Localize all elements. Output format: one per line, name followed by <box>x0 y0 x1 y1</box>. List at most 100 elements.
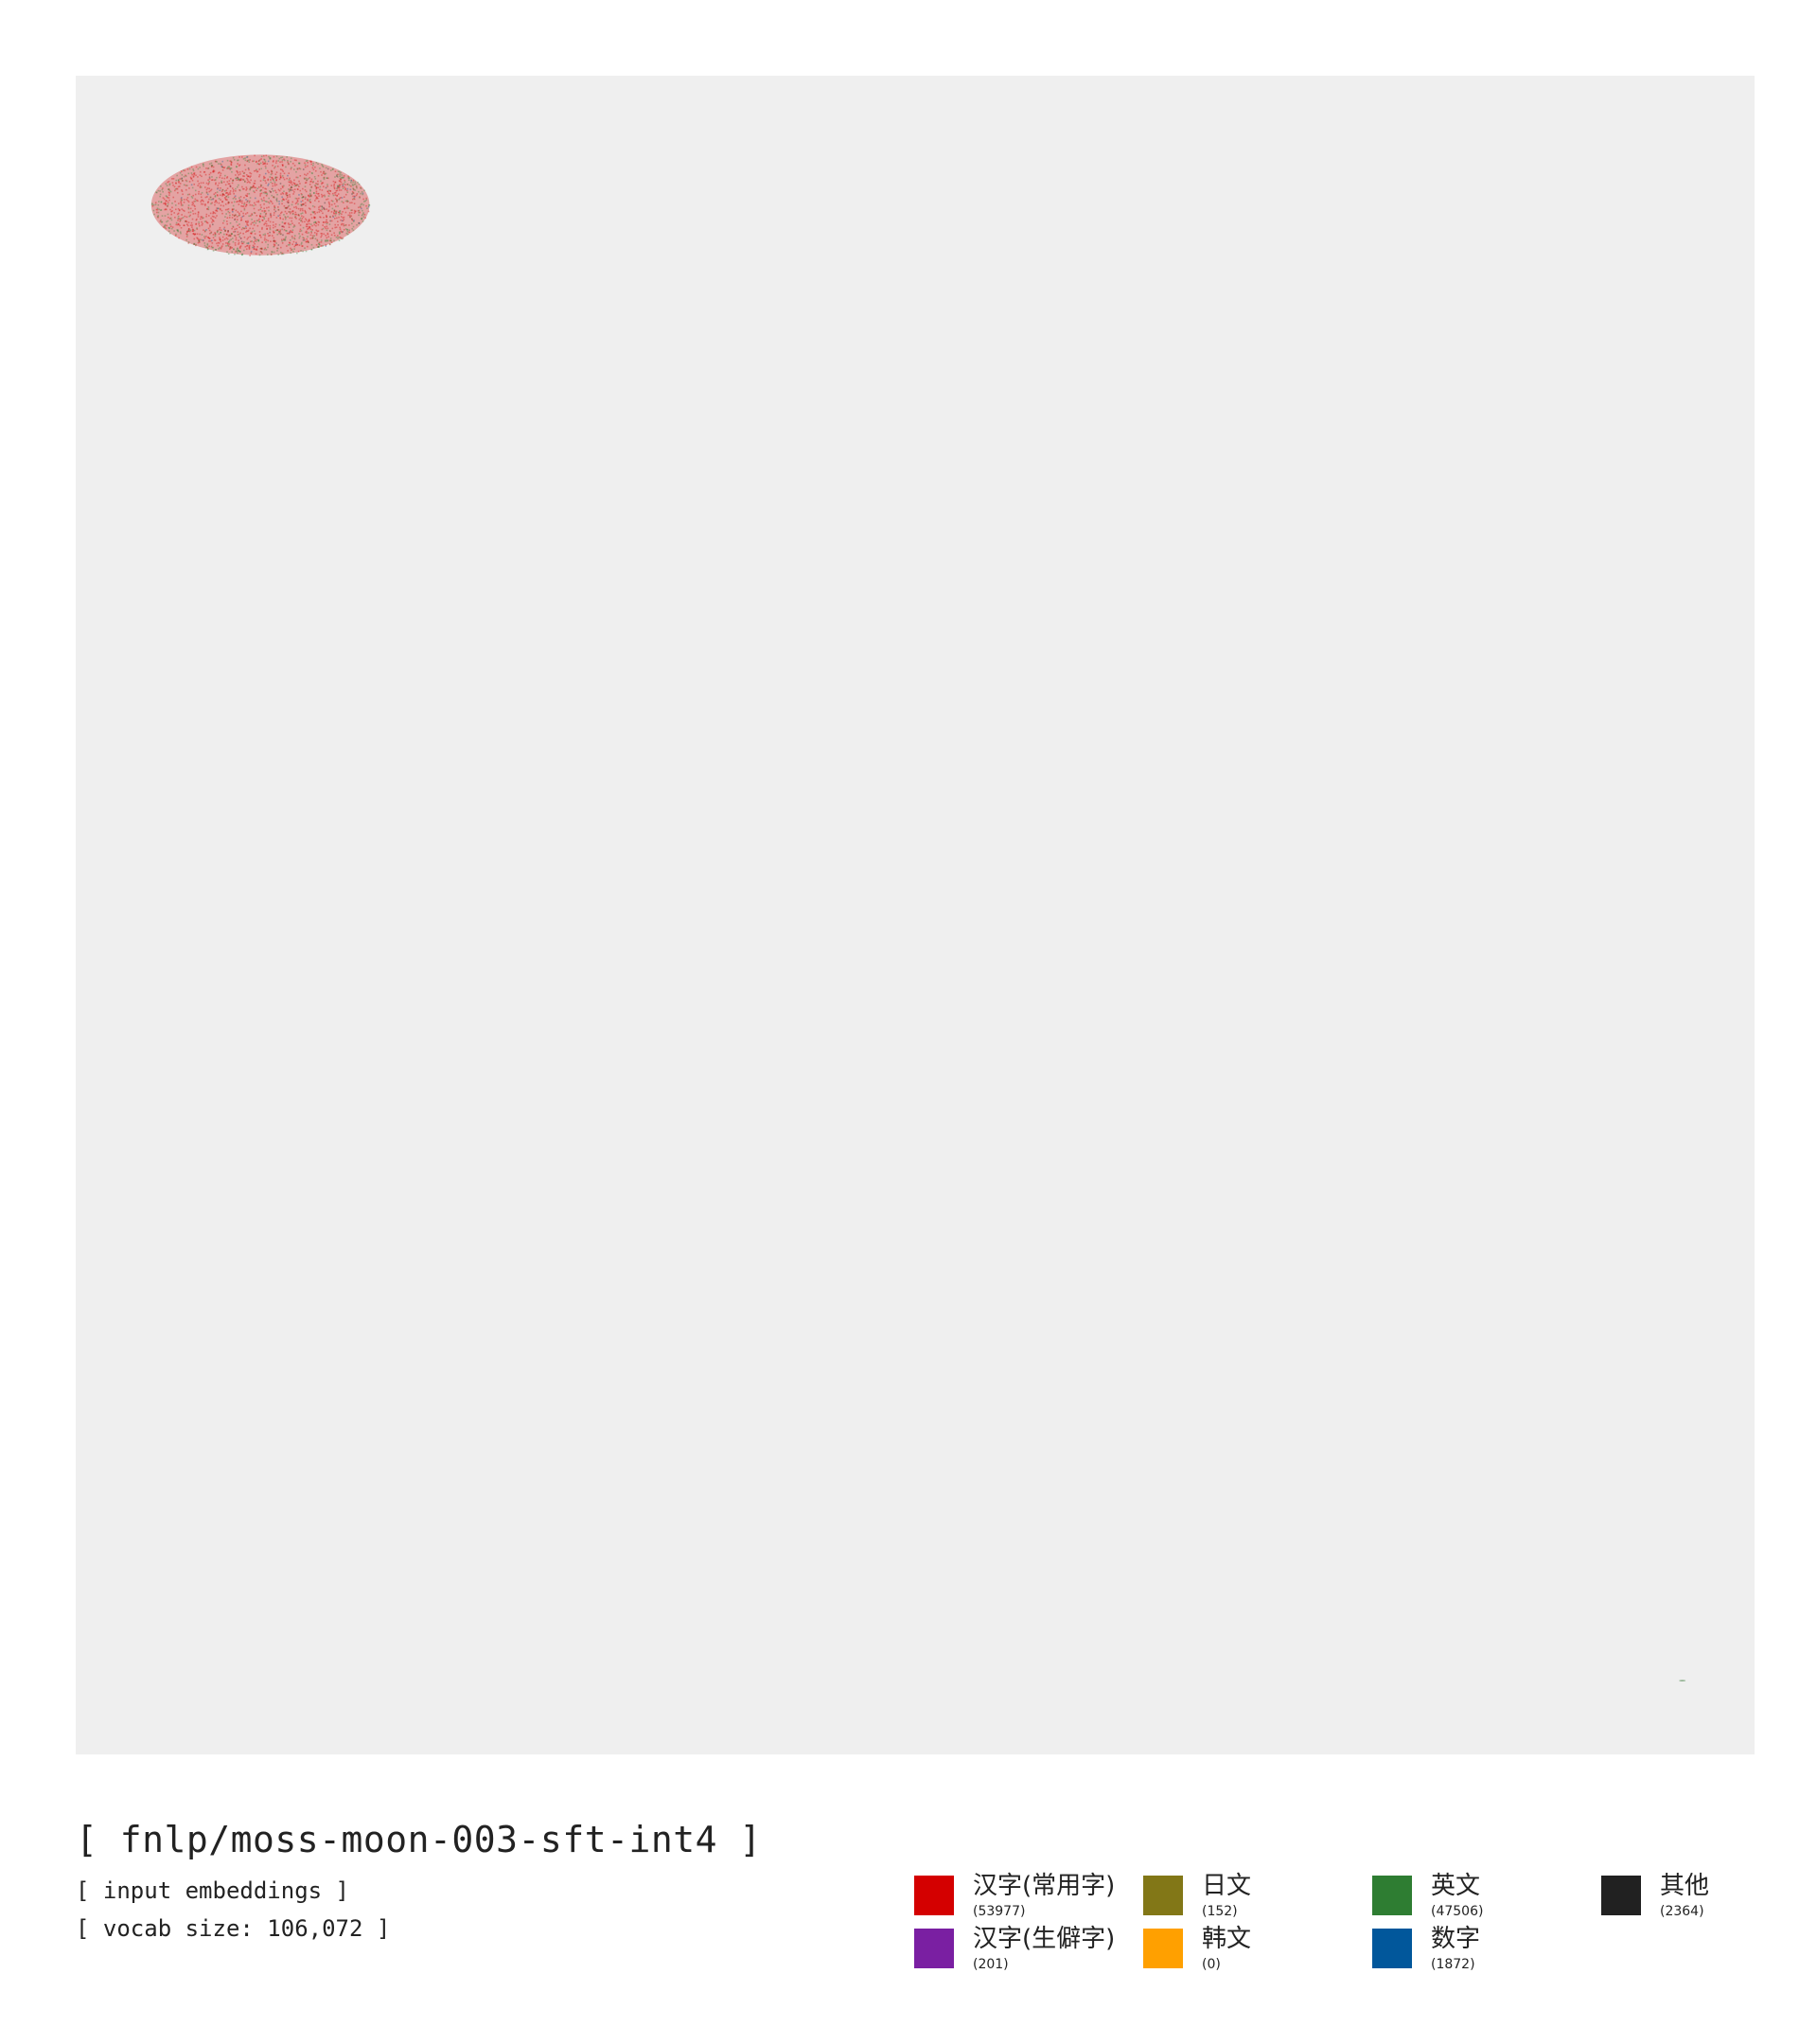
embedding-point <box>289 211 291 213</box>
embedding-point <box>279 176 282 179</box>
embedding-point <box>189 214 191 217</box>
embedding-point <box>267 239 270 242</box>
embedding-point <box>244 220 247 222</box>
embedding-point <box>263 163 265 165</box>
embedding-point <box>311 204 314 207</box>
embedding-point <box>264 233 266 236</box>
embedding-point <box>270 169 273 172</box>
embedding-point <box>326 216 327 218</box>
embedding-point <box>182 217 185 219</box>
embedding-point <box>311 237 314 239</box>
embedding-point <box>208 238 210 239</box>
embedding-point <box>258 168 261 170</box>
embedding-point <box>200 193 203 196</box>
embedding-point <box>240 242 243 245</box>
embedding-point <box>234 244 237 246</box>
embedding-point <box>169 217 172 220</box>
embedding-point <box>191 197 194 199</box>
embedding-point <box>203 217 204 219</box>
embedding-point <box>199 218 202 220</box>
embedding-point <box>170 210 172 213</box>
embedding-point <box>221 212 223 215</box>
embedding-point <box>246 179 249 181</box>
embedding-point <box>239 238 242 239</box>
embedding-point <box>220 240 222 243</box>
embedding-point <box>247 167 250 169</box>
embedding-point <box>273 239 275 242</box>
embedding-point <box>281 185 284 187</box>
embedding-point <box>187 228 190 230</box>
embedding-point <box>155 191 157 194</box>
embedding-point <box>305 219 308 221</box>
embedding-point <box>340 196 342 199</box>
embedding-point <box>309 226 311 228</box>
embedding-point <box>279 183 282 185</box>
embedding-point <box>203 171 205 173</box>
legend-item-japanese: 日文 (152) <box>1143 1872 1361 1925</box>
embedding-point <box>275 191 277 194</box>
embedding-point <box>160 185 162 187</box>
embedding-point <box>216 210 219 213</box>
embedding-point <box>232 190 235 193</box>
embedding-point <box>237 252 238 255</box>
embedding-point <box>227 167 229 169</box>
embedding-point <box>212 250 215 252</box>
embedding-point <box>270 212 272 215</box>
embedding-point <box>326 221 328 224</box>
embedding-point <box>260 192 263 195</box>
embedding-point <box>273 189 276 192</box>
embedding-point <box>198 222 200 225</box>
embedding-point <box>233 189 235 191</box>
embedding-point <box>299 235 301 238</box>
embedding-point <box>151 203 153 206</box>
embedding-point <box>304 182 307 185</box>
embedding-point <box>241 156 243 158</box>
embedding-point <box>236 248 238 251</box>
embedding-point <box>337 185 340 187</box>
embedding-point <box>333 203 336 205</box>
embedding-point <box>219 228 221 231</box>
embedding-point <box>241 215 244 218</box>
embedding-point <box>239 178 242 180</box>
embedding-point <box>184 224 185 227</box>
embedding-point <box>261 200 263 202</box>
embedding-point <box>229 185 232 188</box>
legend-item-korean: 韩文 (0) <box>1143 1925 1361 1978</box>
embedding-point <box>339 184 342 185</box>
embedding-point <box>227 230 229 232</box>
embedding-point <box>169 190 172 193</box>
embedding-point <box>254 220 256 222</box>
embedding-point <box>232 225 235 228</box>
embedding-point <box>290 223 291 226</box>
embedding-point <box>357 209 360 212</box>
embedding-point <box>192 175 195 177</box>
embedding-point <box>340 171 342 174</box>
embedding-point <box>259 251 262 253</box>
embedding-point <box>304 238 306 241</box>
embedding-point <box>274 176 277 178</box>
embedding-point <box>262 197 265 199</box>
embedding-point <box>332 216 335 219</box>
embedding-point <box>226 233 228 236</box>
embedding-point <box>324 208 326 211</box>
embedding-point <box>244 213 247 215</box>
embedding-point <box>226 167 228 169</box>
embedding-point <box>263 210 266 212</box>
embedding-point <box>326 216 327 218</box>
embedding-point <box>334 170 337 172</box>
embedding-point <box>240 210 242 213</box>
embedding-point <box>309 190 311 192</box>
embedding-point <box>260 189 263 191</box>
embedding-point <box>278 223 281 226</box>
embedding-point <box>280 187 282 190</box>
embedding-point <box>358 221 361 224</box>
embedding-point <box>243 227 246 230</box>
embedding-point <box>176 213 179 216</box>
embedding-point <box>234 228 236 231</box>
embedding-point <box>326 222 328 225</box>
embedding-point <box>263 238 266 241</box>
embedding-point <box>261 216 264 218</box>
embedding-point <box>285 229 287 232</box>
embedding-point <box>254 238 256 239</box>
embedding-point <box>202 238 204 241</box>
